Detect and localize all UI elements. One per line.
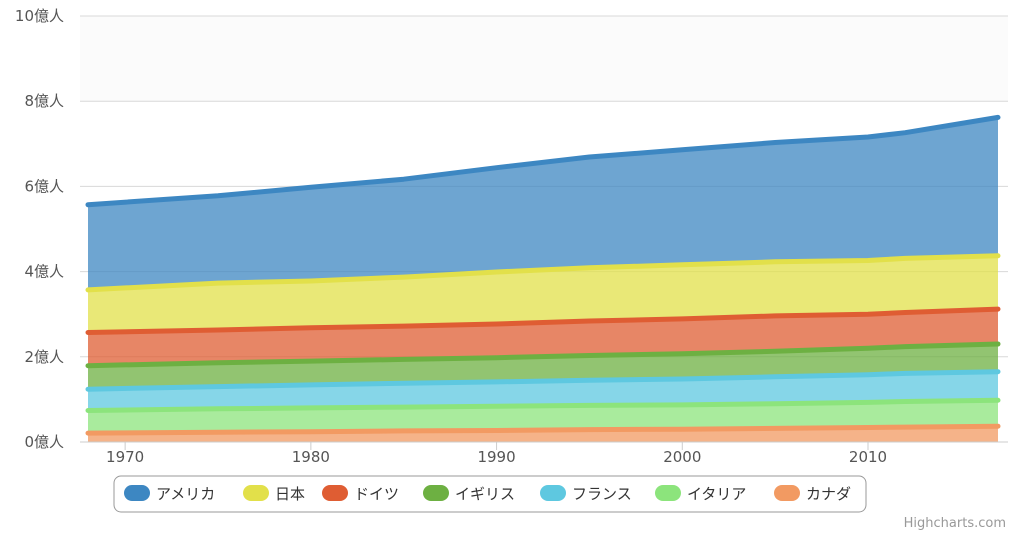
legend-label: 日本 xyxy=(275,485,305,503)
x-tick-label: 2010 xyxy=(849,448,887,466)
credits-text[interactable]: Highcharts.com xyxy=(904,516,1006,531)
legend-item-1[interactable]: 日本 xyxy=(243,485,305,503)
series-line-2[interactable] xyxy=(85,306,1001,335)
legend-label: イタリア xyxy=(687,485,746,503)
x-tick-label: 1980 xyxy=(292,448,330,466)
area-1[interactable] xyxy=(88,255,998,333)
area-4[interactable] xyxy=(88,371,998,411)
legend-swatch xyxy=(540,485,566,501)
area-2[interactable] xyxy=(88,309,998,366)
area-3[interactable] xyxy=(88,344,998,390)
series-line-4[interactable] xyxy=(85,369,1001,392)
y-tick-label: 2億人 xyxy=(24,348,64,366)
legend-label: イギリス xyxy=(455,485,515,503)
legend-label: カナダ xyxy=(806,485,851,503)
legend-label: フランス xyxy=(572,485,632,503)
legend-swatch xyxy=(774,485,800,501)
legend-swatch xyxy=(655,485,681,501)
y-axis-ticks: 0億人 2億人 4億人 6億人 8億人 10億人 xyxy=(15,7,64,451)
series-areas xyxy=(88,117,998,442)
legend-swatch xyxy=(423,485,449,501)
series-line-0[interactable] xyxy=(85,114,1001,208)
legend-item-4[interactable]: フランス xyxy=(540,485,632,503)
series-lines xyxy=(85,114,1001,436)
y-tick-label: 8億人 xyxy=(24,92,64,110)
x-tick-label: 1990 xyxy=(477,448,515,466)
legend-item-0[interactable]: アメリカ xyxy=(124,485,215,503)
legend-item-6[interactable]: カナダ xyxy=(774,485,851,503)
legend-swatch xyxy=(243,485,269,501)
area-0[interactable] xyxy=(88,117,998,290)
legend: アメリカ 日本 ドイツ イギリス フランス イタリア カナダ xyxy=(113,475,867,513)
series-line-5[interactable] xyxy=(85,397,1001,413)
legend-item-5[interactable]: イタリア xyxy=(655,485,746,503)
legend-swatch xyxy=(322,485,348,501)
legend-box xyxy=(113,475,867,513)
legend-item-3[interactable]: イギリス xyxy=(423,485,515,503)
y-tick-label: 6億人 xyxy=(24,177,64,195)
series-line-6[interactable] xyxy=(85,423,1001,436)
legend-label: ドイツ xyxy=(354,485,399,503)
legend-label: アメリカ xyxy=(156,485,215,503)
y-tick-label: 4億人 xyxy=(24,263,64,281)
series-line-1[interactable] xyxy=(85,253,1001,293)
x-axis-ticks: 1970 1980 1990 2000 2010 xyxy=(106,442,887,466)
y-tick-label: 10億人 xyxy=(15,7,64,25)
legend-item-2[interactable]: ドイツ xyxy=(322,485,399,503)
x-tick-label: 2000 xyxy=(663,448,701,466)
legend-swatch xyxy=(124,485,150,501)
series-line-3[interactable] xyxy=(85,341,1001,369)
y-tick-label: 0億人 xyxy=(24,433,64,451)
x-tick-label: 1970 xyxy=(106,448,144,466)
plot-top-band xyxy=(80,16,1008,101)
